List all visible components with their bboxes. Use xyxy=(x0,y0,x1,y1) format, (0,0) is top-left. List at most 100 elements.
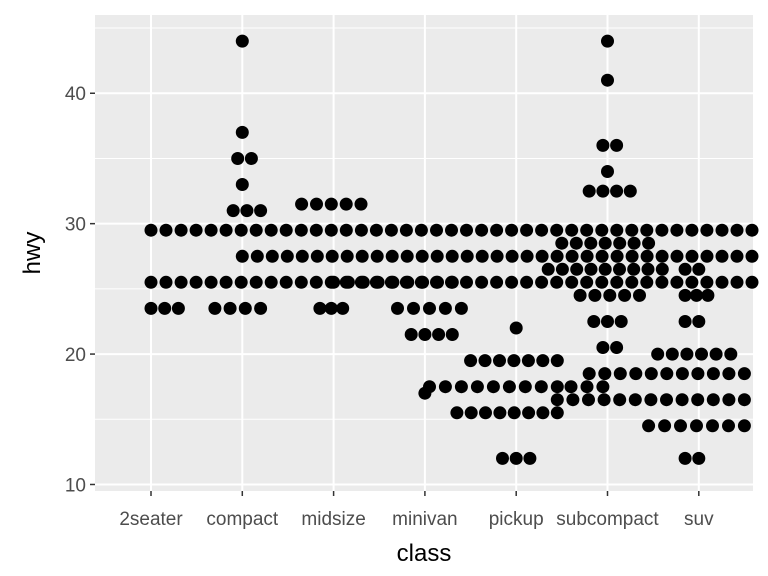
data-point xyxy=(475,249,489,263)
data-point xyxy=(520,275,534,289)
x-axis: 2seater compact midsize minivan pickup subcom… xyxy=(119,491,714,530)
data-point xyxy=(655,223,669,237)
data-point xyxy=(496,451,509,465)
data-point xyxy=(610,275,624,289)
data-point xyxy=(174,223,188,237)
data-point xyxy=(295,197,309,211)
data-point xyxy=(370,249,384,263)
data-point xyxy=(445,249,459,263)
data-point xyxy=(640,223,654,237)
data-point xyxy=(235,249,249,263)
data-point xyxy=(535,275,549,289)
data-point xyxy=(680,347,694,361)
data-point xyxy=(700,223,714,237)
data-point xyxy=(706,367,720,381)
data-point xyxy=(445,223,458,237)
data-point xyxy=(250,249,264,263)
y-axis: 10 20 30 40 xyxy=(65,84,95,496)
data-point xyxy=(598,262,612,276)
data-point xyxy=(674,419,687,433)
data-point xyxy=(692,451,706,465)
x-tick-label: 2seater xyxy=(119,509,183,530)
data-point xyxy=(640,275,654,289)
data-point xyxy=(628,393,642,407)
data-point xyxy=(737,419,751,433)
data-point xyxy=(715,223,729,237)
data-point xyxy=(454,301,468,315)
data-point xyxy=(249,223,263,237)
data-point xyxy=(706,393,720,407)
data-point xyxy=(171,301,185,315)
data-point xyxy=(523,451,537,465)
data-point xyxy=(715,275,729,289)
data-point xyxy=(722,393,736,407)
data-point xyxy=(565,249,579,263)
data-point xyxy=(279,223,293,237)
data-point xyxy=(486,380,500,394)
data-point xyxy=(189,275,203,289)
data-points xyxy=(144,34,759,465)
data-point xyxy=(386,275,400,289)
data-point xyxy=(438,380,452,394)
data-point xyxy=(509,451,523,465)
data-point xyxy=(265,249,279,263)
data-point xyxy=(690,288,703,302)
data-point xyxy=(430,223,443,237)
data-point xyxy=(665,347,679,361)
data-point xyxy=(603,288,617,302)
data-point xyxy=(450,406,464,420)
data-point xyxy=(475,223,489,237)
data-point xyxy=(692,262,706,276)
data-point xyxy=(555,262,569,276)
data-point xyxy=(700,275,714,289)
data-point xyxy=(208,301,222,315)
data-point xyxy=(700,249,714,263)
data-point xyxy=(655,262,669,276)
data-point xyxy=(235,34,249,48)
data-point xyxy=(490,275,504,289)
data-point xyxy=(505,249,519,263)
data-point xyxy=(244,152,258,165)
x-tick-label: suv xyxy=(684,509,714,530)
data-point xyxy=(644,393,658,407)
x-tick-label: subcompact xyxy=(556,509,659,530)
data-point xyxy=(418,386,432,400)
data-point xyxy=(234,275,248,289)
data-point xyxy=(235,125,249,139)
data-point xyxy=(625,275,639,289)
data-point xyxy=(324,223,338,237)
data-point xyxy=(522,406,536,420)
data-point xyxy=(502,380,516,394)
data-point xyxy=(521,354,535,368)
data-point xyxy=(505,275,519,289)
data-point xyxy=(642,419,656,433)
data-point xyxy=(431,275,444,289)
data-point xyxy=(685,249,699,263)
data-point xyxy=(144,223,158,237)
data-point xyxy=(550,223,564,237)
y-tick-label: 10 xyxy=(65,475,86,496)
data-point xyxy=(706,419,719,433)
data-point xyxy=(520,249,534,263)
data-point xyxy=(596,138,610,152)
data-point xyxy=(610,341,624,354)
data-point xyxy=(580,249,594,263)
data-point xyxy=(691,393,705,407)
data-point xyxy=(737,393,751,407)
data-point xyxy=(675,367,689,381)
data-point xyxy=(701,288,715,302)
x-tick-label: compact xyxy=(206,509,279,530)
data-point xyxy=(159,223,173,237)
data-point xyxy=(520,223,534,237)
data-point xyxy=(598,367,612,381)
data-point xyxy=(384,223,398,237)
data-point xyxy=(670,249,684,263)
data-point xyxy=(595,223,609,237)
data-point xyxy=(399,223,413,237)
data-point xyxy=(295,249,309,263)
data-point xyxy=(745,249,759,263)
data-point xyxy=(730,275,744,289)
data-point xyxy=(475,275,489,289)
y-tick-label: 30 xyxy=(65,215,86,236)
data-point xyxy=(745,275,759,289)
